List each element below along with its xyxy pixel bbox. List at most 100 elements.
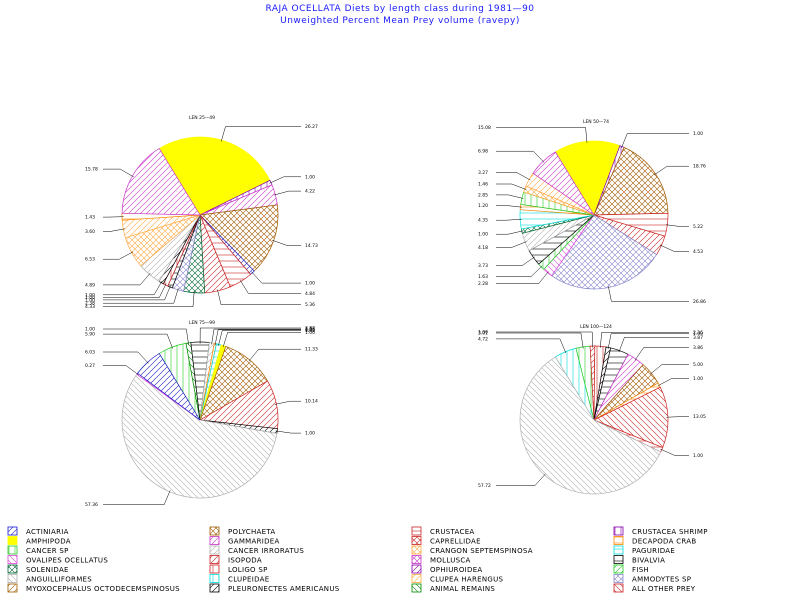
slice-value-label: 1.00: [85, 327, 95, 333]
leader-line: [103, 291, 195, 307]
leader-line: [273, 190, 301, 196]
slice-value-label: 15.78: [85, 167, 98, 173]
slice-value-label: 6.53: [85, 257, 95, 263]
leader-line: [269, 176, 301, 184]
slice-value-label: 1.00: [85, 292, 95, 298]
leader-line: [272, 239, 301, 246]
slice-value-label: 57.36: [85, 502, 98, 508]
leader-line: [220, 126, 301, 142]
legend-swatch: [7, 564, 18, 574]
leader-line: [199, 327, 301, 344]
legend-swatch: [7, 583, 18, 593]
slice-value-label: 1.00: [305, 431, 315, 437]
leader-line: [659, 244, 689, 252]
slice-value-label: 3.86: [693, 345, 703, 351]
leader-line: [496, 172, 531, 181]
pie-chart-3: LEN 75—995.901.00 3.821.000.451.001.0011.…: [85, 320, 318, 508]
leader-line: [496, 127, 588, 143]
slice-value-label: 13.05: [693, 414, 706, 420]
slice-value-label: 1.46: [478, 182, 488, 188]
legend-swatch: [411, 574, 422, 583]
legend-label: FISH: [632, 566, 649, 574]
pie-chart-1: LEN 25—49 26.27 1.00 4.22 14.73 1.00 4.84 5.36 4…: [85, 115, 318, 310]
slice-value-label: 4.35: [478, 218, 488, 224]
legend-swatch: [411, 536, 422, 545]
slice-value-label: 57.72: [478, 483, 491, 489]
leader-line: [103, 288, 179, 304]
legend-item-ammodytes-sp: AMMODYTES SP: [613, 574, 691, 584]
legend-label: LOLIGO SP: [228, 566, 268, 574]
legend-item-decapoda-crab: DECAPODA CRAB: [613, 536, 696, 546]
legend-swatch: [613, 583, 624, 593]
slice-value-label: 3.60: [85, 229, 95, 235]
legend-item-anguilliformes: ANGUILLIFORMES: [7, 574, 92, 584]
slice-value-label: 1.00: [305, 281, 315, 287]
pie-title: LEN 75—99: [189, 320, 215, 326]
leader-line: [103, 168, 134, 178]
slice-value-label: 2.38: [85, 301, 95, 307]
leader-line: [251, 271, 301, 284]
slice-value-label: 4.33: [85, 304, 95, 310]
leader-line: [496, 205, 522, 208]
slice-value-label: 0.27: [85, 363, 95, 369]
legend-swatch: [209, 526, 220, 536]
pie-title: LEN 100—124: [580, 324, 612, 330]
legend-item-all-other-prey: ALL OTHER PREY: [613, 583, 695, 593]
legend-swatch: [613, 526, 624, 536]
legend-label: ANIMAL REMAINS: [430, 585, 495, 593]
chart-title: RAJA OCELLATA Diets by length class duri…: [265, 4, 535, 14]
slice-value-label: 1.00: [305, 328, 315, 334]
leader-line: [600, 332, 689, 348]
legend-label: ANGUILLIFORMES: [26, 576, 92, 584]
legend-label: OVALIPES OCELLATUS: [26, 557, 108, 565]
slice-value-label: 10.14: [305, 399, 318, 405]
leader-line: [496, 194, 524, 199]
legend-swatch: [411, 564, 422, 574]
slice-value-label: 1.00: [85, 295, 95, 301]
leader-line: [103, 285, 171, 301]
slice-value-label: 3.73: [478, 263, 488, 269]
slice-value-label: 4.72: [478, 336, 488, 342]
slice-value-label: 3.27: [478, 170, 488, 176]
leader-line: [657, 378, 689, 387]
leader-line: [275, 430, 301, 434]
leader-line: [239, 279, 301, 294]
leader-line: [248, 348, 301, 362]
legend-label: CLUPEA HARENGUS: [430, 576, 504, 584]
legend: ACTINIARIA POLYCHAETA CRUSTACEA CRUSTACEA S…: [7, 526, 707, 593]
slice-value-label: 3.01: [478, 331, 488, 337]
slice-value-label: 1.00: [305, 327, 315, 333]
slice-value-label: 5.90: [85, 332, 95, 338]
leader-line: [650, 364, 689, 375]
legend-item-isopoda: ISOPODA: [209, 555, 262, 565]
leader-line: [634, 347, 689, 361]
leader-line: [274, 400, 301, 405]
legend-swatch: [411, 555, 422, 564]
legend-item-pleuronectes-americanus: PLEURONECTES AMERICANUS: [209, 583, 339, 593]
slice-value-label: 26.27: [305, 124, 318, 130]
leader-line: [214, 329, 301, 346]
slice-value-label: 1.00: [478, 232, 488, 238]
legend-label: BIVALVIA: [632, 557, 665, 565]
slice-value-label: 1.00: [693, 376, 703, 382]
slice-value-label: 14.73: [305, 243, 318, 249]
leader-line: [608, 286, 689, 302]
legend-label: CRUSTACEA: [430, 528, 475, 536]
legend-swatch: [411, 545, 422, 555]
pie-charts: LEN 25—49 26.27 1.00 4.22 14.73 1.00 4.84 5.36 4…: [85, 115, 706, 508]
legend-item-clupeidae: CLUPEIDAE: [209, 574, 269, 584]
slice-value-label: 1.00: [693, 131, 703, 137]
legend-swatch: [209, 545, 220, 555]
leader-line: [218, 330, 301, 346]
legend-item-cancer-sp: CANCER SP: [7, 545, 68, 555]
slice-value-label: 4.84: [305, 291, 315, 297]
legend-swatch: [411, 526, 422, 536]
legend-item-paguridae: PAGURIDAE: [613, 545, 675, 555]
slice-value-label: 1.00: [693, 453, 703, 459]
legend-swatch: [7, 574, 18, 583]
legend-swatch: [613, 545, 624, 555]
legend-swatch: [209, 574, 220, 583]
legend-item-ovalipes-ocellatus: OVALIPES OCELLATUS: [7, 555, 108, 565]
